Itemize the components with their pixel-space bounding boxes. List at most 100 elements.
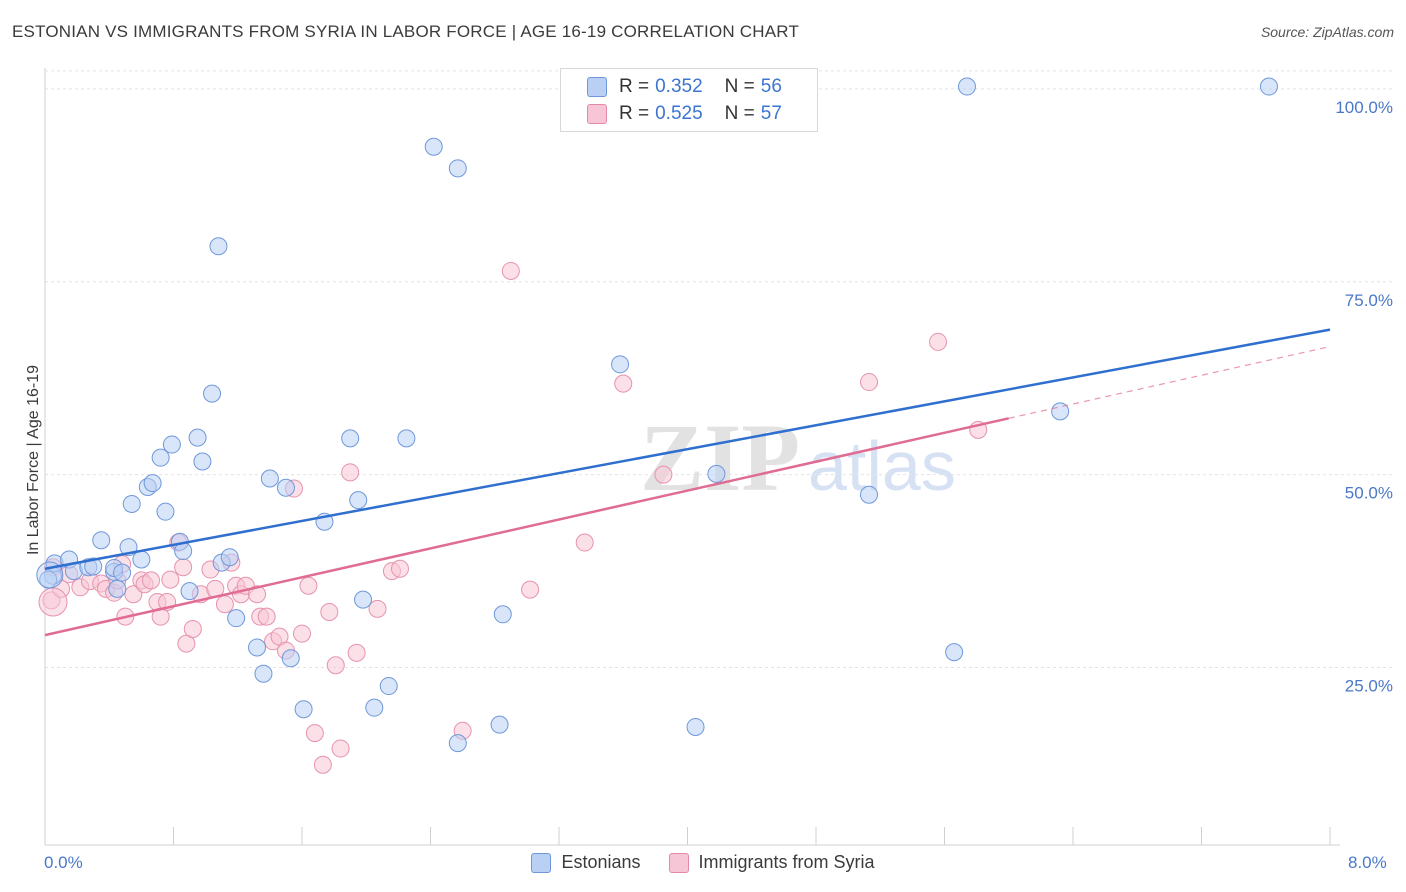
data-point-syria [390,559,409,578]
data-point-estonians [36,561,64,589]
legend-n-value: 56 [760,76,782,97]
data-point-syria [326,656,345,675]
legend-row-syria: R = 0.525 N = 57 [587,100,782,128]
x-tick-label-min: 0.0% [44,853,83,872]
data-point-syria [313,755,332,774]
data-point-syria [501,261,520,280]
data-point-syria [183,619,202,638]
data-point-estonians [490,715,509,734]
data-point-estonians [686,717,705,736]
data-point-estonians [493,605,512,624]
data-point-syria [331,739,350,758]
legend-r-label: R = [619,76,650,97]
data-point-estonians [281,649,300,668]
data-point-syria [860,373,879,392]
data-point-estonians [341,429,360,448]
y-tick-label: 100.0% [1335,98,1393,117]
data-point-estonians [424,137,443,156]
data-point-estonians [448,734,467,753]
data-point-estonians [611,355,630,374]
data-point-syria [368,599,387,618]
data-point-syria [293,624,311,643]
legend-r-value: 0.525 [655,103,703,124]
legend-label-syria: Immigrants from Syria [698,852,875,872]
data-point-syria [521,580,540,599]
data-point-estonians [349,491,368,510]
data-point-syria [257,607,276,626]
y-tick-label: 25.0% [1345,677,1393,696]
legend-item-estonians: Estonians [531,852,641,873]
data-point-syria [575,533,594,552]
data-point-syria [299,576,318,595]
data-point-syria [215,595,234,614]
data-point-estonians [957,77,976,96]
legend-swatch-pink [668,852,689,873]
data-point-estonians [397,429,416,448]
data-point-syria [320,602,339,621]
data-point-syria [174,558,193,577]
legend-r-value: 0.352 [655,76,703,97]
y-tick-label: 75.0% [1345,291,1393,310]
data-point-estonians [1051,402,1070,421]
data-point-estonians [108,579,127,598]
series-legend: Estonians Immigrants from Syria [0,852,1406,873]
data-point-syria [142,571,161,590]
trendline-estonians [44,328,1331,571]
data-point-estonians [156,502,175,521]
data-point-estonians [260,469,279,488]
data-point-estonians [84,557,103,576]
data-point-estonians [227,609,246,628]
legend-label-estonians: Estonians [561,852,641,872]
chart-title: ESTONIAN VS IMMIGRANTS FROM SYRIA IN LAB… [12,22,800,41]
x-tick-label-max: 8.0% [1348,853,1387,872]
data-point-estonians [188,428,207,447]
legend-item-syria: Immigrants from Syria [668,852,875,873]
data-point-estonians [92,531,111,550]
data-point-syria [654,465,673,484]
data-point-estonians [379,677,398,696]
legend-r-label: R = [619,103,650,124]
legend-swatch-blue [587,77,607,97]
data-point-syria [305,724,324,743]
data-point-syria [161,570,180,589]
watermark: ZIP [640,404,800,511]
data-point-estonians [707,464,726,483]
data-point-estonians [294,700,313,719]
data-point-estonians [162,435,181,454]
data-point-estonians [203,384,222,403]
data-point-estonians [151,448,170,467]
data-point-estonians [276,478,295,497]
data-point-estonians [209,237,228,256]
data-point-syria [248,585,267,604]
data-point-estonians [180,582,199,601]
data-point-syria [614,374,633,393]
data-point-estonians [113,563,132,582]
data-point-syria [341,463,360,482]
data-point-estonians [365,698,384,717]
y-tick-label: 50.0% [1345,484,1393,503]
data-point-syria [38,587,68,617]
legend-n-label: N = [724,76,755,97]
data-point-estonians [122,494,141,513]
data-point-estonians [254,664,273,683]
legend-n-label: N = [724,103,755,124]
data-point-estonians [860,485,879,504]
legend-swatch-blue [531,852,552,873]
data-point-syria [347,643,366,662]
legend-row-estonians: R = 0.352 N = 56 [587,73,782,101]
trendline-syria-extension [1008,345,1331,419]
trendline-syria [44,417,1010,637]
watermark-suffix: atlas [808,427,956,505]
data-point-estonians [945,643,964,662]
legend-swatch-pink [587,104,607,124]
data-point-estonians [1259,77,1278,96]
data-point-estonians [448,159,467,178]
data-point-estonians [143,474,162,493]
data-point-estonians [132,550,151,569]
data-point-estonians [248,638,267,657]
source-label: Source: ZipAtlas.com [1260,24,1394,40]
data-point-syria [929,332,948,351]
data-point-estonians [193,452,212,471]
data-point-estonians [220,548,239,567]
